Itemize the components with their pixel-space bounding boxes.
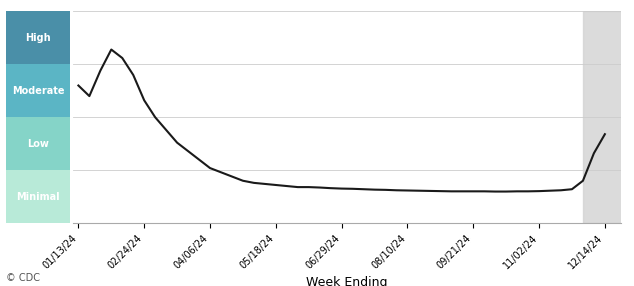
Text: © CDC: © CDC	[6, 273, 41, 283]
FancyBboxPatch shape	[6, 64, 70, 117]
Text: High: High	[25, 33, 51, 43]
X-axis label: Week Ending: Week Ending	[306, 276, 388, 286]
FancyBboxPatch shape	[6, 170, 70, 223]
FancyBboxPatch shape	[6, 11, 70, 64]
Bar	[583, 11, 627, 223]
Text: Low: Low	[27, 139, 49, 149]
FancyBboxPatch shape	[6, 117, 70, 170]
Text: Moderate: Moderate	[12, 86, 64, 96]
Text: Minimal: Minimal	[16, 192, 60, 202]
